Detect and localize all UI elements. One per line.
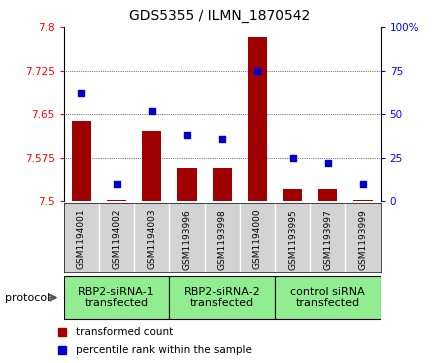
Text: GDS5355 / ILMN_1870542: GDS5355 / ILMN_1870542 (129, 9, 311, 23)
Point (148, 108, 155, 114)
Point (113, 181, 120, 187)
Bar (142, 131, 161, 201)
FancyBboxPatch shape (275, 276, 381, 319)
FancyBboxPatch shape (169, 276, 275, 319)
Text: GSM1193998: GSM1193998 (218, 209, 227, 270)
Text: transformed count: transformed count (76, 327, 173, 337)
Text: GSM1194003: GSM1194003 (147, 209, 156, 269)
Point (359, 181, 367, 187)
Text: GSM1193995: GSM1193995 (288, 209, 297, 270)
Point (219, 136, 226, 142)
Text: GSM1194000: GSM1194000 (253, 209, 262, 269)
Text: control siRNA
transfected: control siRNA transfected (290, 287, 365, 309)
Text: GSM1193999: GSM1193999 (359, 209, 367, 270)
Bar (107, 200, 126, 201)
Text: GSM1194002: GSM1194002 (112, 209, 121, 269)
Point (289, 155, 296, 161)
Bar (177, 168, 197, 201)
Text: RBP2-siRNA-1
transfected: RBP2-siRNA-1 transfected (78, 287, 155, 309)
Bar (72, 121, 91, 201)
Text: protocol: protocol (5, 293, 51, 303)
FancyBboxPatch shape (64, 276, 169, 319)
Bar (248, 37, 267, 201)
Point (254, 68, 261, 74)
Bar (353, 200, 373, 201)
Bar (318, 189, 337, 201)
Point (324, 160, 331, 166)
Text: RBP2-siRNA-2
transfected: RBP2-siRNA-2 transfected (184, 287, 260, 309)
Bar (213, 168, 232, 201)
Bar (283, 189, 302, 201)
Text: GSM1193996: GSM1193996 (183, 209, 191, 270)
Point (183, 132, 191, 138)
Text: GSM1194001: GSM1194001 (77, 209, 86, 269)
Point (78, 90, 85, 96)
Text: GSM1193997: GSM1193997 (323, 209, 332, 270)
Text: percentile rank within the sample: percentile rank within the sample (76, 345, 252, 355)
